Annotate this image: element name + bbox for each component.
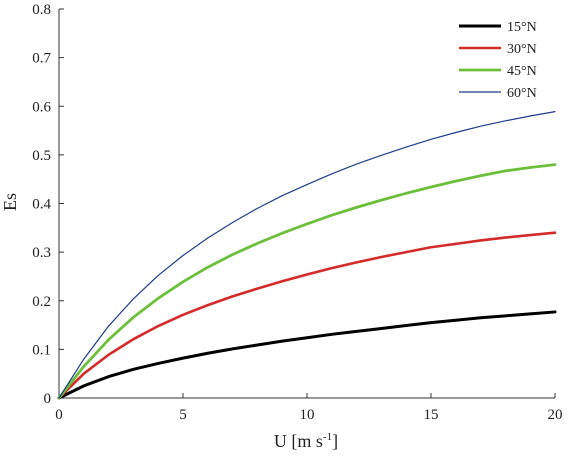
y-tick-label: 0.8 xyxy=(32,2,51,18)
series-line-3 xyxy=(57,163,557,400)
plot-area xyxy=(57,110,557,400)
legend-label-4: 60°N xyxy=(507,86,537,101)
legend-label-3: 45°N xyxy=(507,64,537,79)
y-tick-label: 0 xyxy=(44,391,52,407)
series-line-2 xyxy=(57,231,557,400)
x-tick-label: 10 xyxy=(300,407,315,423)
chart-legend: 15°N 30°N 45°N 60°N xyxy=(459,20,537,101)
x-tick-label: 0 xyxy=(55,407,63,423)
y-tick-label: 0.1 xyxy=(32,342,51,358)
series-line-4 xyxy=(58,110,556,399)
x-tick-label: 5 xyxy=(179,407,187,423)
legend-label-1: 15°N xyxy=(507,20,537,35)
y-tick-label: 0.2 xyxy=(32,294,51,310)
y-tick-label: 0.3 xyxy=(32,245,51,261)
y-tick-label: 0.4 xyxy=(32,197,51,213)
y-tick-label: 0.5 xyxy=(32,148,51,164)
series-line-1 xyxy=(57,310,557,400)
y-tick-label: 0.7 xyxy=(32,51,51,67)
y-tick-label: 0.6 xyxy=(32,99,51,115)
chart-axes: 0 5 10 15 20 0 0.1 0.2 0.3 0.4 0.5 0.6 0.7 0.8 xyxy=(32,2,562,423)
y-axis-label: Es xyxy=(0,193,20,211)
x-tick-label: 20 xyxy=(548,407,563,423)
x-tick-label: 15 xyxy=(424,407,439,423)
x-axis-label: U [m s-1] xyxy=(274,431,338,451)
legend-label-2: 30°N xyxy=(507,42,537,57)
